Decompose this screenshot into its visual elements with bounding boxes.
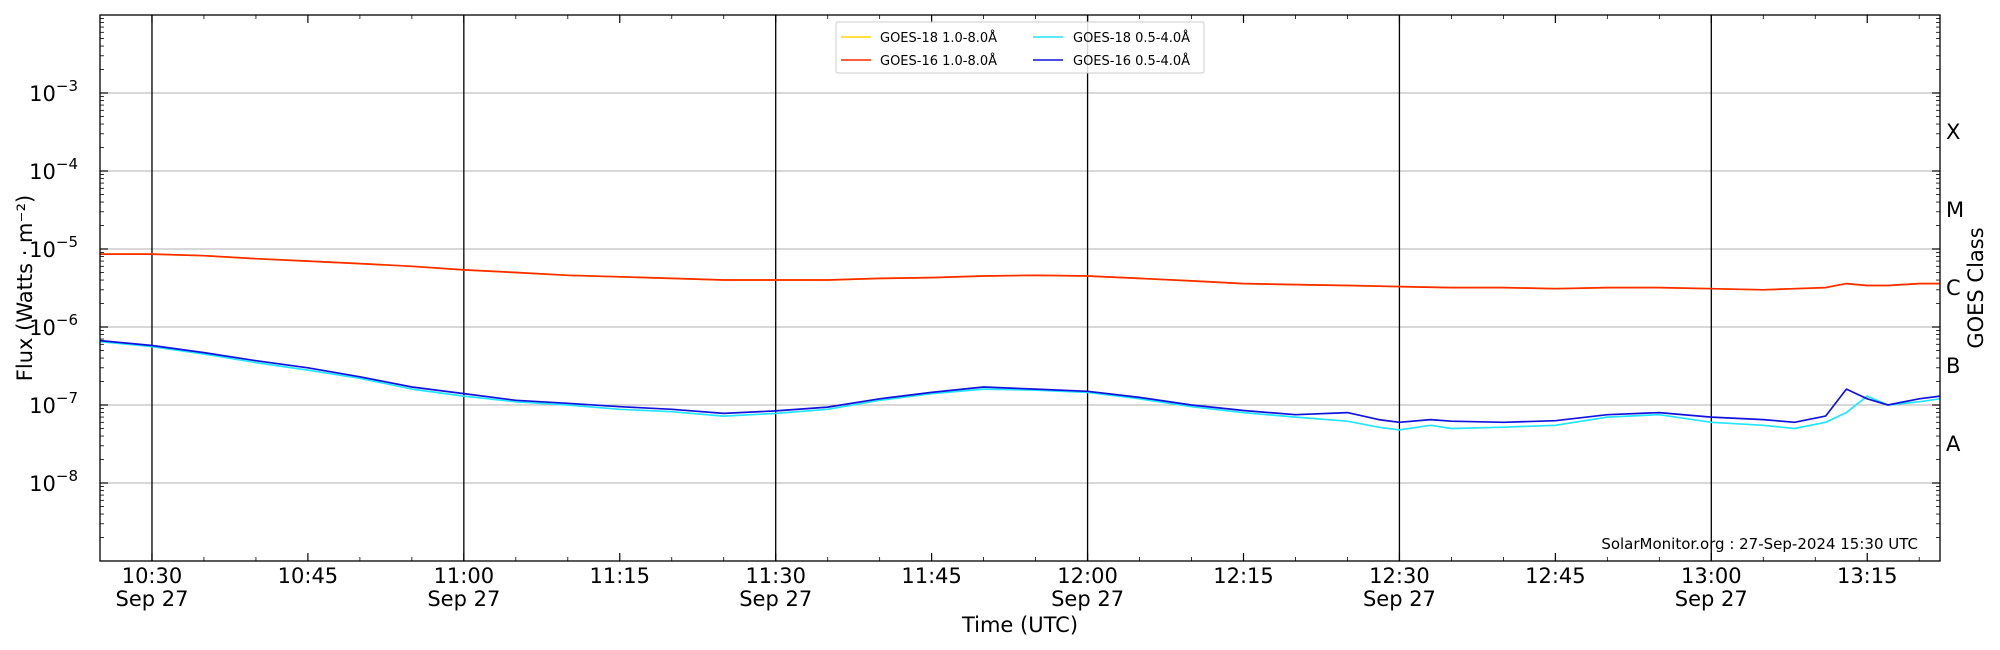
y-tick-label: 10−3: [29, 77, 78, 106]
legend-label-3: GOES-16 0.5-4.0Å: [1073, 53, 1190, 69]
legend: GOES-18 1.0-8.0Å GOES-16 1.0-8.0Å GOES-1…: [835, 21, 1205, 74]
x-tick-date: Sep 27: [1363, 587, 1436, 611]
legend-label-2: GOES-18 0.5-4.0Å: [1073, 30, 1190, 46]
x-tick-label: 11:45: [901, 564, 962, 588]
x-axis-title: Time (UTC): [961, 613, 1078, 637]
legend-box: [835, 21, 1205, 74]
x-tick-label: 11:30: [745, 564, 806, 588]
x-tick-date: Sep 27: [1051, 587, 1124, 611]
series-line-2: [99, 340, 1941, 431]
x-tick-label: 11:15: [590, 564, 651, 588]
y-tick-label: 10−7: [29, 389, 78, 418]
legend-label-0: GOES-18 1.0-8.0Å: [880, 30, 997, 46]
plot-frame: [99, 14, 1941, 562]
goes-class-label: M: [1946, 198, 1964, 222]
x-tick-label: 12:30: [1369, 564, 1430, 588]
goes-class-label: B: [1946, 354, 1960, 378]
y-axis: 10−810−710−610−510−410−3: [29, 18, 1940, 538]
x-tick-date: Sep 27: [427, 587, 500, 611]
x-tick-label: 12:45: [1525, 564, 1586, 588]
watermark-text: SolarMonitor.org : 27-Sep-2024 15:30 UTC: [1601, 535, 1918, 553]
goes-class-label: X: [1946, 120, 1960, 144]
series-line-1: [100, 253, 1940, 291]
grid-lines: [100, 15, 1940, 561]
x-tick-date: Sep 27: [739, 587, 812, 611]
y-axis-title: Flux (Watts · m⁻²): [13, 195, 37, 381]
y-tick-label: 10−8: [29, 467, 78, 496]
goes-class-label: A: [1946, 432, 1961, 456]
x-tick-date: Sep 27: [1675, 587, 1748, 611]
x-tick-label: 11:00: [434, 564, 495, 588]
x-tick-label: 12:00: [1057, 564, 1118, 588]
x-tick-date: Sep 27: [115, 587, 188, 611]
x-tick-label: 13:15: [1837, 564, 1898, 588]
goes-class-axis: A B C M X: [1946, 120, 1964, 456]
x-tick-label: 10:45: [278, 564, 339, 588]
x-tick-label: 10:30: [122, 564, 183, 588]
right-axis-title: GOES Class: [1964, 227, 1988, 348]
goes-class-label: C: [1946, 276, 1961, 300]
series-lines: [99, 253, 1941, 431]
legend-label-1: GOES-16 1.0-8.0Å: [880, 53, 997, 69]
series-line-0: [100, 253, 1940, 291]
y-tick-label: 10−4: [29, 155, 78, 184]
x-tick-label: 13:00: [1681, 564, 1742, 588]
series-line-3: [99, 339, 1941, 424]
y-tick-label: 10−5: [29, 233, 78, 262]
x-tick-label: 12:15: [1213, 564, 1274, 588]
